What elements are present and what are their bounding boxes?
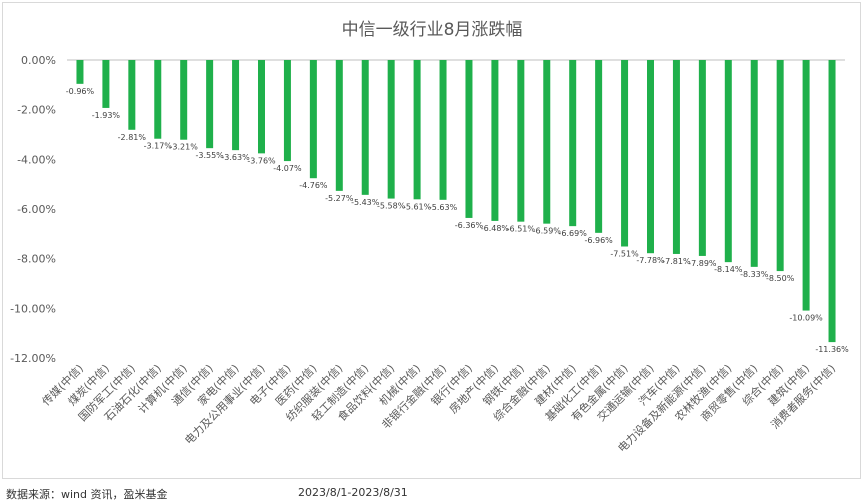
- bar-chart: 中信一级行业8月涨跌幅 0.00% -2.00% -4.00% -6.00% -8.00…: [10, 20, 849, 455]
- data-labels-group: -0.96% -1.93% -2.81%-3.17%-3.21%-3.55%-3.6…: [66, 87, 849, 354]
- y-tick-label: -4.00%: [17, 153, 56, 166]
- bar: [283, 60, 291, 162]
- bar: [750, 60, 758, 267]
- bar: [439, 60, 447, 200]
- y-tick-label: 0.00%: [21, 54, 56, 67]
- period-note: 2023/8/1-2023/8/31: [298, 486, 408, 499]
- y-tick-label: -6.00%: [17, 203, 56, 216]
- y-tick-label: -8.00%: [17, 253, 56, 266]
- bar: [647, 60, 654, 254]
- data-label: -3.17%: [144, 142, 173, 151]
- bar: [595, 60, 603, 233]
- data-label: -5.63%: [429, 203, 458, 212]
- data-label: -2.81%: [118, 133, 147, 142]
- data-label: -1.93%: [92, 111, 121, 120]
- data-label: -3.63%: [221, 153, 250, 162]
- data-label: -6.48%: [481, 224, 510, 233]
- bars-group: [76, 60, 836, 343]
- source-note: 数据来源：wind 资讯，盈米基金: [6, 488, 168, 501]
- chart-frame: [2, 2, 861, 479]
- data-label: -7.51%: [610, 249, 639, 258]
- data-label: -6.96%: [584, 236, 613, 245]
- data-label: -4.07%: [273, 164, 302, 173]
- bar: [232, 60, 240, 151]
- data-label: -6.69%: [559, 229, 588, 238]
- data-label: -8.14%: [714, 265, 743, 274]
- bar: [102, 60, 110, 108]
- data-label: -7.89%: [688, 259, 717, 268]
- data-label: -5.43%: [351, 198, 380, 207]
- data-label: -7.81%: [662, 257, 691, 266]
- data-label: -3.55%: [195, 151, 224, 160]
- bar: [76, 60, 84, 84]
- data-label: -5.27%: [325, 194, 354, 203]
- data-label: -8.50%: [766, 274, 795, 283]
- bar: [206, 60, 214, 149]
- data-label: -6.59%: [533, 227, 562, 236]
- bar: [491, 60, 499, 221]
- bar: [621, 60, 629, 247]
- bar: [802, 60, 810, 311]
- y-tick-label: -10.00%: [10, 302, 56, 315]
- bar: [258, 60, 265, 154]
- bar: [698, 60, 706, 256]
- bar: [517, 60, 525, 222]
- bar: [309, 60, 317, 179]
- data-label: -0.96%: [66, 87, 95, 96]
- bar: [776, 60, 784, 272]
- bar: [335, 60, 343, 191]
- data-label: -6.51%: [507, 225, 536, 234]
- bar: [154, 60, 162, 139]
- y-tick-label: -12.00%: [10, 352, 56, 365]
- data-label: -5.61%: [403, 202, 432, 211]
- data-label: -3.21%: [170, 143, 199, 152]
- y-axis: 0.00% -2.00% -4.00% -6.00% -8.00% -10.00% -12.…: [10, 54, 845, 365]
- bar: [387, 60, 395, 199]
- data-label: -7.78%: [636, 256, 665, 265]
- x-axis: 传媒(中信)煤炭(中信)国防军工(中信)石油石化(中信)计算机(中信)通信(中信…: [40, 361, 838, 455]
- data-label: -3.76%: [247, 156, 276, 165]
- data-label: -8.33%: [740, 270, 769, 279]
- bar: [128, 60, 136, 130]
- bar: [724, 60, 732, 263]
- y-tick-label: -2.00%: [17, 104, 56, 117]
- bar: [672, 60, 680, 254]
- bar: [361, 60, 369, 195]
- data-label: -5.58%: [377, 202, 406, 211]
- data-label: -6.36%: [455, 221, 484, 230]
- chart-title: 中信一级行业8月涨跌幅: [342, 20, 523, 40]
- bar: [828, 60, 836, 343]
- data-label: -4.76%: [299, 181, 328, 190]
- bar: [413, 60, 421, 200]
- data-label: -10.09%: [789, 314, 823, 323]
- bar: [465, 60, 473, 218]
- bar: [180, 60, 188, 140]
- data-label: -11.36%: [815, 345, 849, 354]
- bar: [569, 60, 577, 227]
- bar: [543, 60, 551, 224]
